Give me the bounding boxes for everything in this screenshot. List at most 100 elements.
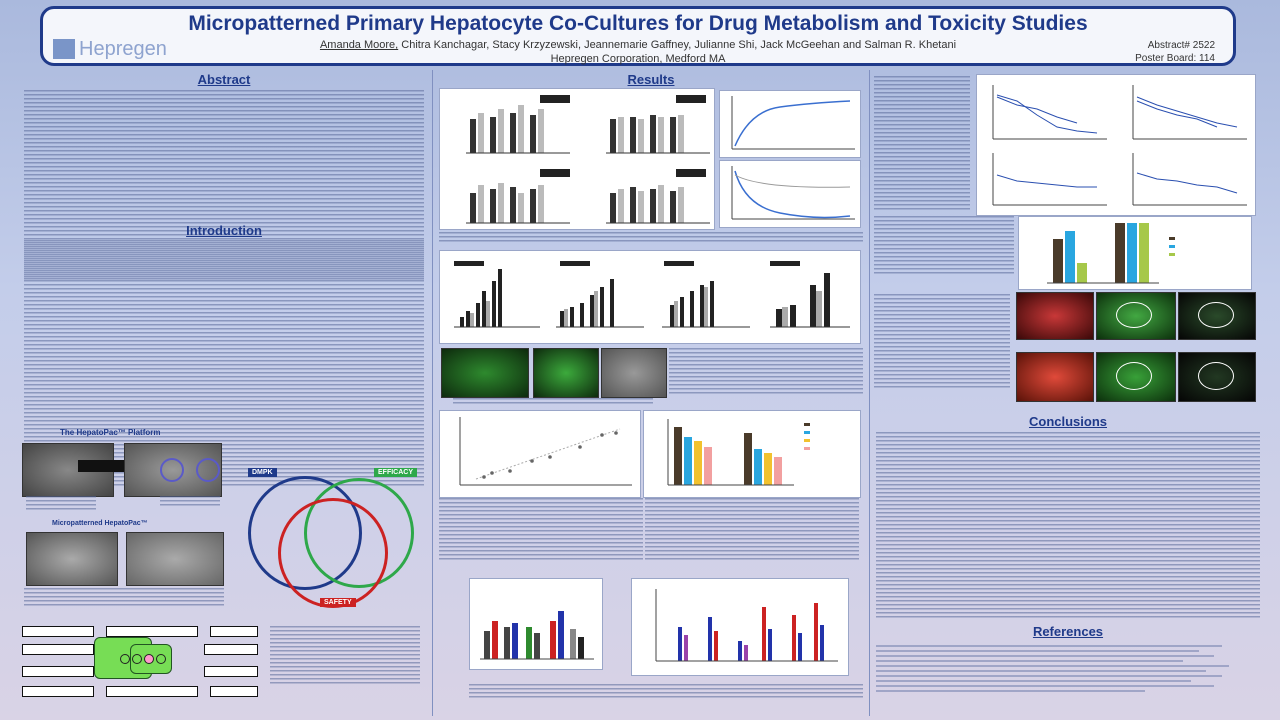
dmpk-tag: DMPK bbox=[248, 468, 277, 477]
bar-mark bbox=[1053, 239, 1063, 283]
line-chart-grid bbox=[976, 74, 1256, 216]
bar-mark bbox=[530, 189, 536, 223]
decay-curve-svg bbox=[731, 166, 855, 220]
scatter-point bbox=[482, 475, 486, 479]
bar-mark bbox=[768, 629, 772, 661]
legend-swatch bbox=[1169, 253, 1175, 256]
logo-mark-icon bbox=[53, 39, 75, 59]
bar-mark bbox=[638, 191, 644, 223]
panel-label-box bbox=[454, 261, 484, 266]
decay-curve-panel-1 bbox=[719, 90, 861, 158]
bar-mark bbox=[1139, 223, 1149, 283]
scatter-point bbox=[578, 445, 582, 449]
curve-line bbox=[734, 174, 851, 188]
bar-mark bbox=[466, 311, 470, 327]
bar-mark bbox=[618, 189, 624, 223]
bar-mark bbox=[670, 305, 674, 327]
fluorescence-image bbox=[533, 348, 599, 398]
scatter-point bbox=[548, 455, 552, 459]
figure-1-caption bbox=[24, 588, 224, 606]
fluorescence-green-image bbox=[1096, 292, 1176, 340]
bar-mark bbox=[674, 301, 678, 327]
bar-mark bbox=[594, 291, 598, 327]
bar-mark bbox=[504, 627, 510, 659]
bar-mark bbox=[478, 185, 484, 223]
bar-mark bbox=[1127, 223, 1137, 283]
left-column: Abstract Introduction The HepatoPac™ Pla… bbox=[20, 70, 428, 716]
bar-mark bbox=[658, 185, 664, 223]
bar-mark bbox=[498, 269, 502, 327]
zoom-circle-icon bbox=[160, 458, 184, 482]
grouped-bars-svg bbox=[454, 261, 850, 328]
flow-box bbox=[204, 644, 258, 655]
panel-label-box bbox=[676, 95, 706, 103]
scatter-point bbox=[490, 471, 494, 475]
bar-mark bbox=[618, 117, 624, 153]
reference-item bbox=[876, 650, 1199, 652]
bar-mark bbox=[708, 617, 712, 661]
reference-item bbox=[876, 670, 1207, 672]
bar-mark bbox=[650, 115, 656, 153]
fluorescence-image bbox=[441, 348, 529, 398]
flow-caption bbox=[270, 626, 420, 686]
bar-mark bbox=[790, 305, 796, 327]
colored-bars-svg bbox=[480, 611, 594, 660]
bar-mark bbox=[678, 187, 684, 223]
bar-mark bbox=[704, 447, 712, 485]
bar-mark bbox=[744, 645, 748, 661]
figure-2-bar-panels bbox=[439, 88, 715, 230]
bar-mark bbox=[1065, 231, 1075, 283]
bar-mark bbox=[564, 309, 568, 327]
conclusions-body bbox=[876, 432, 1260, 620]
bar-mark bbox=[678, 627, 682, 661]
bar-mark bbox=[600, 287, 604, 327]
introduction-heading: Introduction bbox=[186, 223, 262, 238]
right-column: Conclusions References bbox=[872, 70, 1264, 716]
bar-mark bbox=[470, 313, 474, 327]
bar-mark bbox=[538, 185, 544, 223]
line-charts-svg bbox=[992, 85, 1247, 206]
legend-swatch bbox=[1169, 245, 1175, 248]
bar-mark bbox=[490, 117, 496, 153]
bar-mark bbox=[578, 637, 584, 659]
bar-mark bbox=[738, 641, 742, 661]
flow-box bbox=[210, 686, 258, 697]
region-circle-icon bbox=[1116, 362, 1152, 390]
decay-curve-panel-2 bbox=[719, 160, 861, 228]
bar-mark bbox=[610, 119, 616, 153]
reference-item bbox=[876, 655, 1214, 657]
references-list bbox=[876, 642, 1260, 708]
region-circle-icon bbox=[1198, 302, 1234, 328]
bar-group bbox=[678, 603, 824, 661]
authors: Amanda Moore, Chitra Kanchagar, Stacy Kr… bbox=[43, 39, 1233, 51]
bar-mark bbox=[798, 633, 802, 661]
series-line bbox=[1136, 172, 1238, 194]
reference-item bbox=[876, 685, 1214, 687]
bar-mark bbox=[498, 109, 504, 153]
bar-chart-panel bbox=[1018, 216, 1252, 290]
series-line bbox=[996, 96, 1078, 124]
bottom-bar-panel-2 bbox=[631, 578, 849, 676]
safety-tag: SAFETY bbox=[320, 598, 356, 607]
flow-box bbox=[106, 686, 198, 697]
affiliation: Hepregen Corporation, Medford MA bbox=[550, 53, 726, 65]
cell-icon bbox=[144, 654, 154, 664]
image-caption bbox=[26, 496, 96, 510]
legend-swatch bbox=[804, 431, 810, 434]
bar-mark bbox=[678, 115, 684, 153]
bar-mark bbox=[1077, 263, 1087, 283]
bar-mark bbox=[754, 449, 762, 485]
bar-mark bbox=[492, 621, 498, 659]
figure-2-caption bbox=[439, 232, 863, 244]
figure-3-bar-panels bbox=[439, 250, 861, 344]
flow-box bbox=[22, 626, 94, 637]
image-labels bbox=[453, 398, 653, 404]
region-circle-icon bbox=[1116, 302, 1152, 328]
grouped-bar-svg bbox=[667, 419, 810, 486]
bar-mark bbox=[570, 629, 576, 659]
bar-mark bbox=[650, 189, 656, 223]
series-line bbox=[1136, 100, 1218, 128]
legend-swatch bbox=[804, 447, 810, 450]
panel-label-box bbox=[540, 169, 570, 177]
bar-mark bbox=[820, 625, 824, 661]
